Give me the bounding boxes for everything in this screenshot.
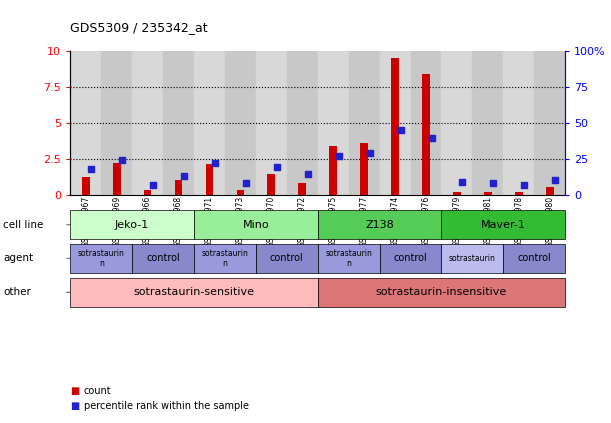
Bar: [515, 192, 522, 195]
Text: sotrastaurin
n: sotrastaurin n: [78, 249, 125, 268]
Bar: [236, 190, 244, 195]
Point: [458, 178, 467, 185]
Bar: [113, 163, 120, 195]
Bar: [175, 180, 183, 195]
Bar: [360, 143, 368, 195]
Text: control: control: [518, 253, 551, 264]
Bar: [163, 51, 194, 195]
Text: Mino: Mino: [243, 220, 269, 230]
Bar: [268, 174, 275, 195]
Text: Jeko-1: Jeko-1: [115, 220, 149, 230]
Point: [272, 164, 282, 170]
Bar: [205, 165, 213, 195]
Bar: [546, 187, 554, 195]
Text: Maver-1: Maver-1: [481, 220, 525, 230]
Text: sotrastaurin-insensitive: sotrastaurin-insensitive: [376, 287, 507, 297]
Bar: [132, 51, 163, 195]
Text: sotrastaurin-sensitive: sotrastaurin-sensitive: [133, 287, 255, 297]
Bar: [484, 192, 492, 195]
Bar: [453, 192, 461, 195]
Point: [86, 165, 96, 172]
Text: control: control: [393, 253, 427, 264]
Bar: [349, 51, 379, 195]
Bar: [391, 58, 399, 195]
Text: ■: ■: [70, 401, 79, 411]
Bar: [442, 51, 472, 195]
Point: [303, 171, 313, 178]
Bar: [534, 51, 565, 195]
Point: [551, 177, 560, 184]
Bar: [70, 51, 101, 195]
Bar: [503, 51, 534, 195]
Text: sotrastaurin: sotrastaurin: [449, 254, 496, 263]
Bar: [298, 183, 306, 195]
Bar: [256, 51, 287, 195]
Point: [396, 126, 406, 133]
Bar: [194, 51, 225, 195]
Point: [334, 152, 343, 159]
Text: sotrastaurin
n: sotrastaurin n: [202, 249, 248, 268]
Bar: [329, 146, 337, 195]
Point: [179, 173, 189, 179]
Text: agent: agent: [3, 253, 33, 264]
Text: sotrastaurin
n: sotrastaurin n: [325, 249, 372, 268]
Text: other: other: [3, 287, 31, 297]
Point: [241, 180, 251, 187]
Text: count: count: [84, 386, 111, 396]
Text: GDS5309 / 235342_at: GDS5309 / 235342_at: [70, 21, 208, 34]
Bar: [287, 51, 318, 195]
Bar: [82, 177, 90, 195]
Point: [519, 181, 529, 188]
Text: control: control: [146, 253, 180, 264]
Bar: [422, 74, 430, 195]
Bar: [101, 51, 132, 195]
Text: Z138: Z138: [365, 220, 394, 230]
Bar: [472, 51, 503, 195]
Bar: [318, 51, 349, 195]
Text: control: control: [270, 253, 304, 264]
Bar: [379, 51, 411, 195]
Point: [210, 159, 220, 166]
Point: [117, 157, 127, 163]
Point: [365, 149, 375, 156]
Bar: [411, 51, 442, 195]
Point: [426, 135, 436, 142]
Text: cell line: cell line: [3, 220, 43, 230]
Text: percentile rank within the sample: percentile rank within the sample: [84, 401, 249, 411]
Bar: [225, 51, 256, 195]
Text: ■: ■: [70, 386, 79, 396]
Bar: [144, 190, 152, 195]
Point: [489, 180, 499, 187]
Point: [148, 181, 158, 188]
